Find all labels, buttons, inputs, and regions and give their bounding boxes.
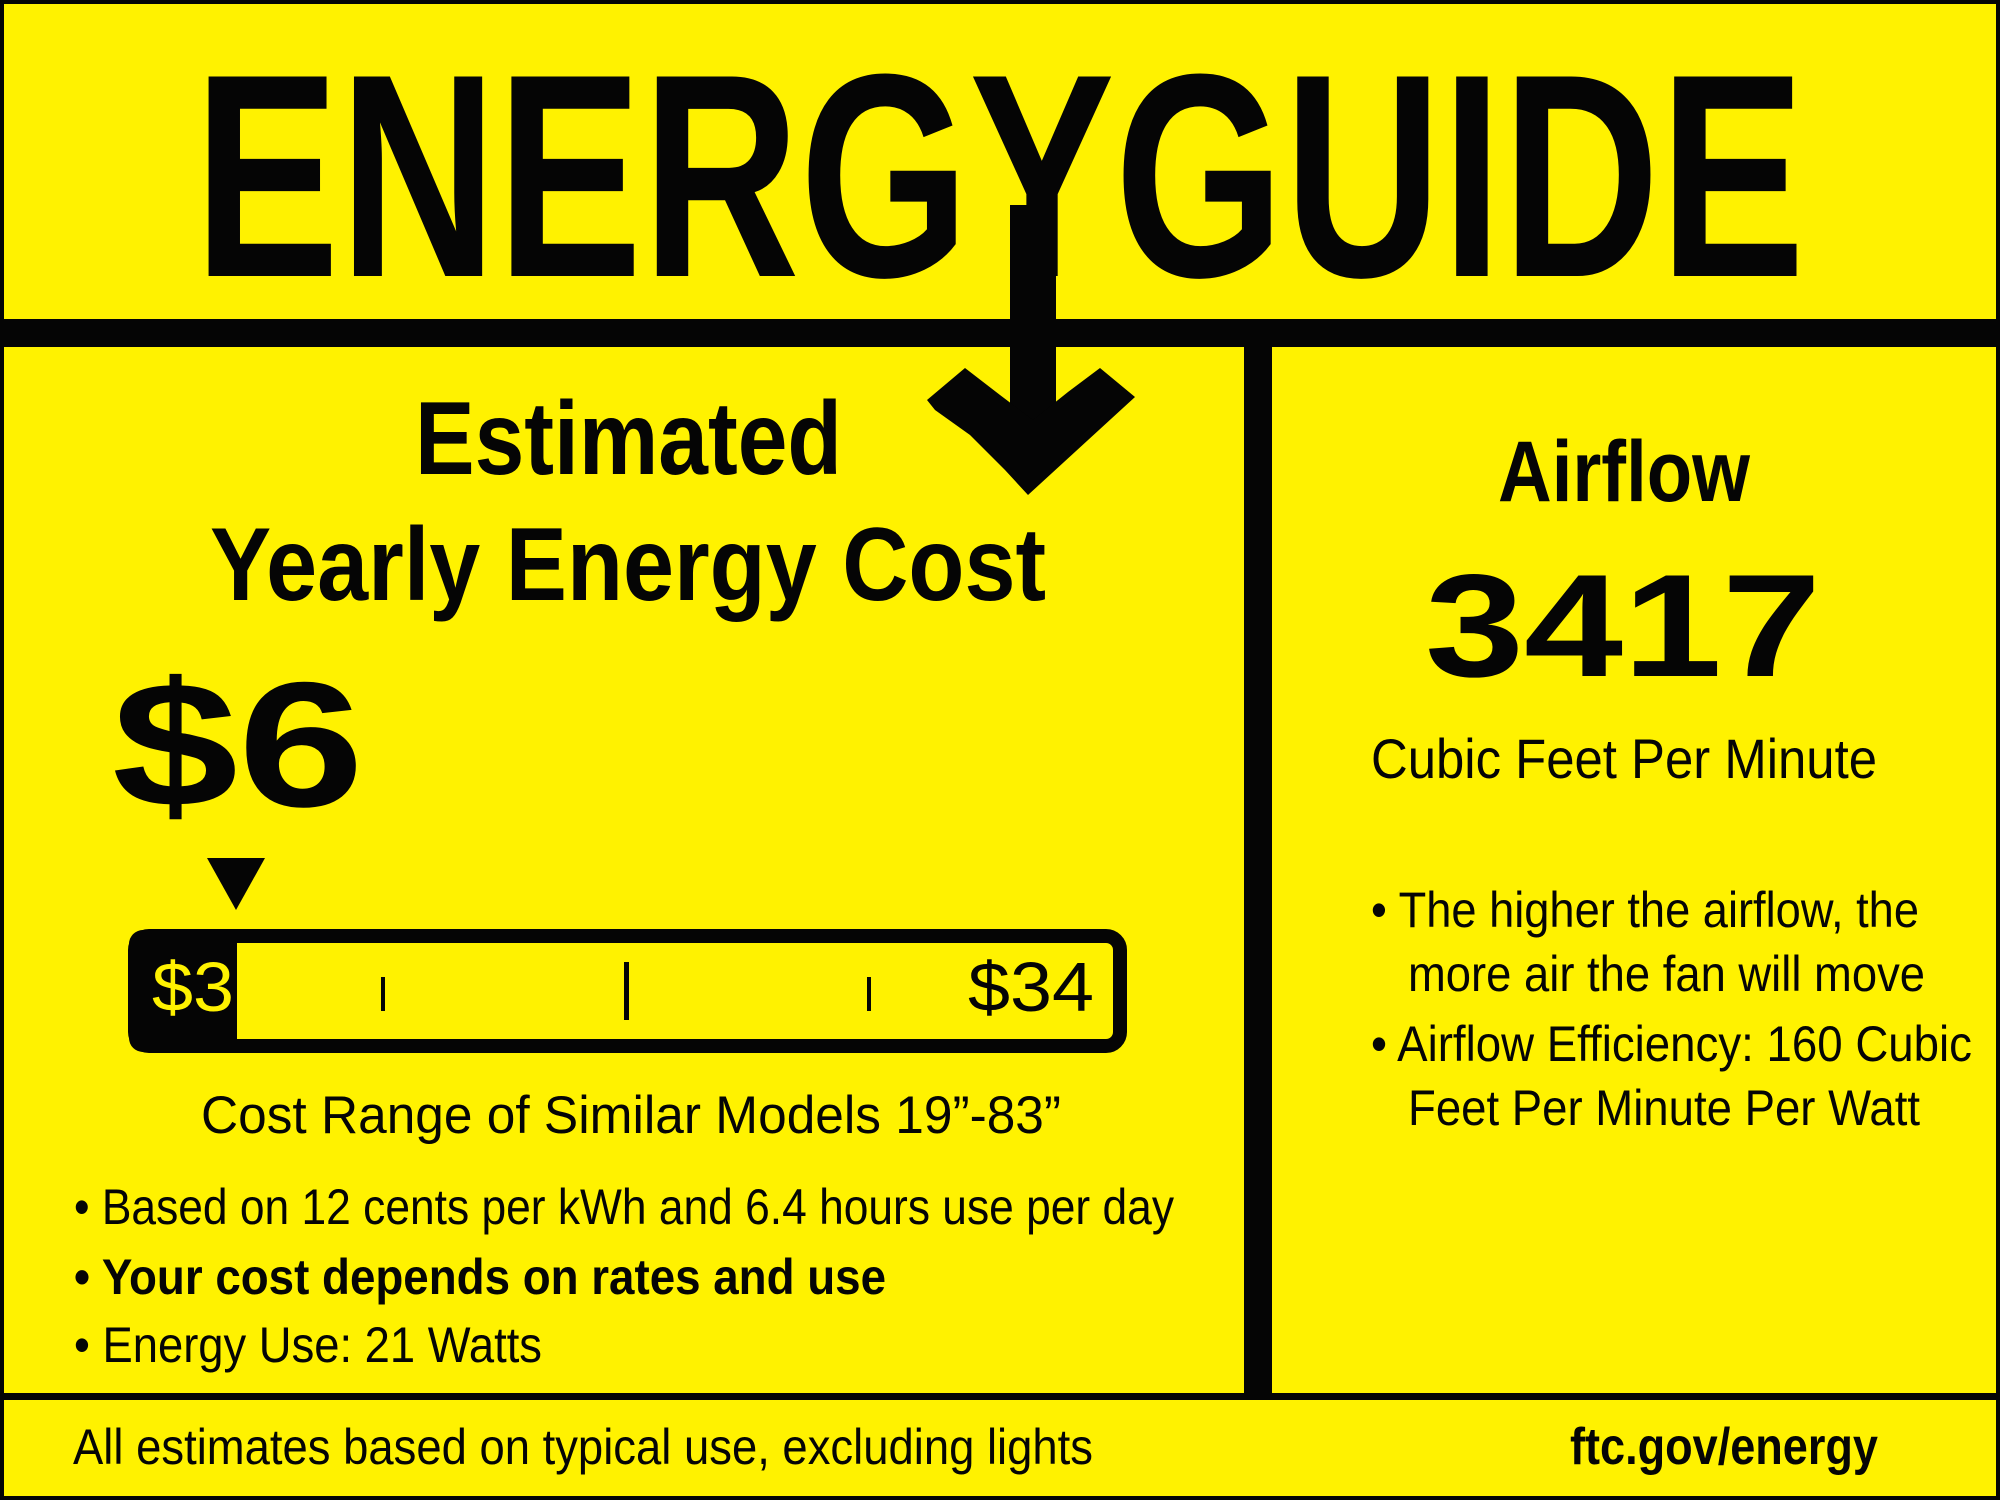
footer-divider <box>0 1393 2000 1400</box>
scale-tick <box>381 977 385 1011</box>
cost-heading-line1: Estimated <box>415 381 842 497</box>
airflow-value: 3417 <box>1425 544 1821 707</box>
airflow-bullet: • The higher the airflow, the <box>1371 882 1919 938</box>
scale-tick <box>867 977 871 1011</box>
scale-max-label: $34 <box>968 948 1094 1026</box>
footer-note: All estimates based on typical use, excl… <box>73 1419 1093 1475</box>
cost-range-caption: Cost Range of Similar Models 19”-83” <box>201 1086 1061 1145</box>
page-title: ENERGYGUIDE <box>194 14 1805 338</box>
airflow-unit: Cubic Feet Per Minute <box>1371 727 1877 790</box>
airflow-bullet: • Airflow Efficiency: 160 Cubic <box>1371 1016 1972 1072</box>
airflow-bullet: more air the fan will move <box>1408 946 1925 1002</box>
cost-heading-line2: Yearly Energy Cost <box>210 507 1046 623</box>
scale-min-label: $3 <box>152 948 234 1026</box>
cost-bullet: • Energy Use: 21 Watts <box>74 1317 542 1373</box>
cost-bullet: • Your cost depends on rates and use <box>74 1249 886 1305</box>
cost-bullet: • Based on 12 cents per kWh and 6.4 hour… <box>74 1179 1174 1235</box>
column-divider <box>1244 347 1272 1393</box>
header-divider <box>0 319 2000 347</box>
airflow-bullet: Feet Per Minute Per Watt <box>1408 1080 1920 1136</box>
yearly-cost-value: $6 <box>112 645 364 844</box>
triangle-down-icon <box>207 858 265 910</box>
airflow-heading: Airflow <box>1498 424 1751 520</box>
scale-tick <box>624 962 629 1020</box>
arrow-down-icon <box>927 205 1135 495</box>
ftc-link[interactable]: ftc.gov/energy <box>1570 1418 1878 1476</box>
cost-range-scale: $3 $34 <box>128 929 1127 1053</box>
